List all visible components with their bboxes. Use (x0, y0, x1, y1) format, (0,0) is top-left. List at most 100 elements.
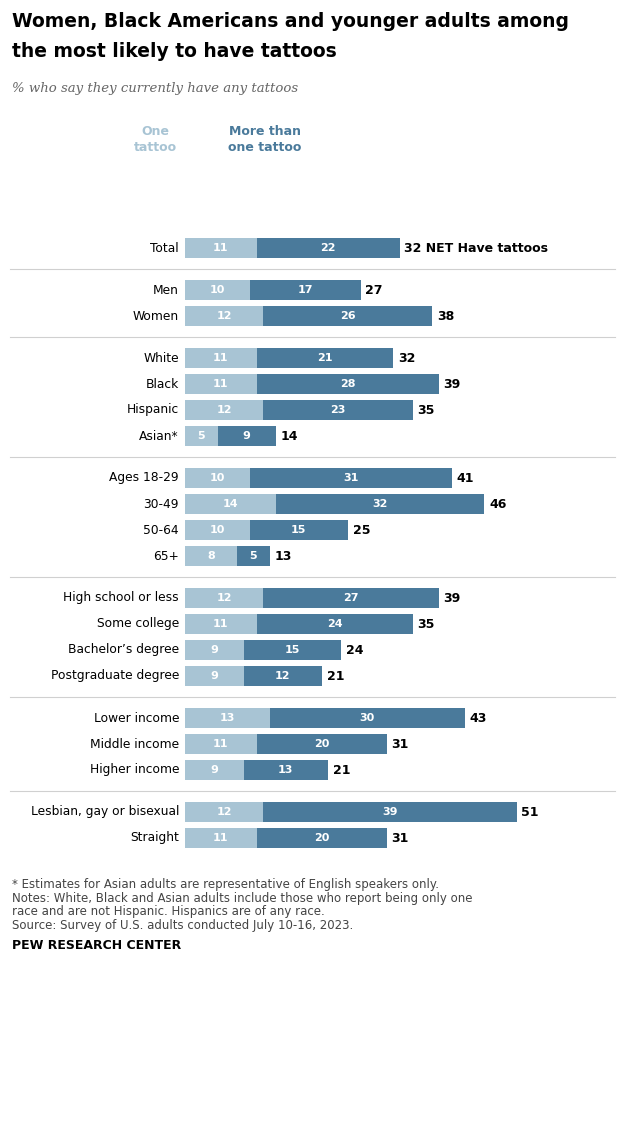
Text: 21: 21 (317, 353, 333, 362)
Bar (185, 468, 250, 487)
Text: 39: 39 (444, 377, 461, 390)
Text: 9: 9 (243, 431, 251, 440)
Text: 13: 13 (278, 765, 293, 775)
Bar (237, 546, 269, 565)
Text: High school or less: High school or less (63, 592, 179, 604)
Bar (185, 237, 257, 258)
Text: 13: 13 (220, 713, 235, 723)
Bar (269, 708, 465, 728)
Bar (243, 760, 328, 780)
Text: 11: 11 (213, 379, 228, 389)
Text: 24: 24 (326, 619, 342, 629)
Bar (185, 802, 263, 822)
Text: 27: 27 (365, 283, 383, 297)
Text: 8: 8 (207, 551, 215, 561)
Text: 23: 23 (330, 405, 346, 415)
Bar (185, 614, 257, 634)
Text: 15: 15 (291, 525, 307, 535)
Bar (257, 374, 438, 395)
Text: 21: 21 (326, 670, 344, 682)
Text: 15: 15 (285, 645, 300, 655)
Text: 12: 12 (216, 311, 232, 321)
Text: 35: 35 (417, 404, 435, 416)
Text: Lesbian, gay or bisexual: Lesbian, gay or bisexual (31, 805, 179, 819)
Text: 22: 22 (320, 243, 336, 253)
Bar (257, 828, 387, 848)
Text: 5: 5 (197, 431, 205, 440)
Text: 38: 38 (437, 310, 454, 322)
Bar (263, 400, 413, 420)
Text: 11: 11 (213, 243, 228, 253)
Text: 10: 10 (210, 525, 225, 535)
Text: 39: 39 (382, 807, 397, 817)
Bar (276, 494, 484, 514)
Text: % who say they currently have any tattoos: % who say they currently have any tattoo… (12, 81, 298, 95)
Bar (185, 348, 257, 368)
Text: 27: 27 (343, 593, 358, 603)
Text: Bachelor’s degree: Bachelor’s degree (68, 643, 179, 656)
Text: 20: 20 (314, 739, 329, 749)
Text: 12: 12 (275, 671, 291, 681)
Bar (263, 306, 432, 326)
Text: 10: 10 (210, 284, 225, 295)
Bar (185, 640, 243, 660)
Text: Some college: Some college (97, 617, 179, 631)
Text: 41: 41 (456, 471, 474, 484)
Text: 28: 28 (340, 379, 355, 389)
Text: More than
one tattoo: More than one tattoo (228, 125, 301, 154)
Text: 14: 14 (281, 429, 298, 443)
Bar (185, 828, 257, 848)
Bar (263, 802, 516, 822)
Text: Postgraduate degree: Postgraduate degree (51, 670, 179, 682)
Text: One
tattoo: One tattoo (133, 125, 177, 154)
Bar (243, 666, 321, 686)
Bar (185, 588, 263, 608)
Text: 17: 17 (298, 284, 313, 295)
Text: PEW RESEARCH CENTER: PEW RESEARCH CENTER (12, 938, 181, 952)
Text: 39: 39 (444, 592, 461, 604)
Text: Women: Women (133, 310, 179, 322)
Text: Straight: Straight (130, 832, 179, 844)
Text: 11: 11 (213, 353, 228, 362)
Text: 9: 9 (211, 645, 218, 655)
Text: 12: 12 (216, 593, 232, 603)
Text: 20: 20 (314, 833, 329, 843)
Text: 31: 31 (343, 473, 358, 483)
Text: 26: 26 (340, 311, 355, 321)
Text: 51: 51 (522, 805, 539, 819)
Text: 24: 24 (346, 643, 364, 656)
Text: 11: 11 (213, 619, 228, 629)
Bar (185, 546, 237, 565)
Text: 9: 9 (211, 765, 218, 775)
Text: Asian*: Asian* (140, 429, 179, 443)
Bar (185, 734, 257, 754)
Bar (243, 640, 341, 660)
Bar (185, 374, 257, 395)
Text: 30: 30 (360, 713, 374, 723)
Text: 11: 11 (213, 739, 228, 749)
Text: * Estimates for Asian adults are representative of English speakers only.: * Estimates for Asian adults are represe… (12, 877, 439, 891)
Text: 30-49: 30-49 (143, 498, 179, 510)
Text: Ages 18-29: Ages 18-29 (109, 471, 179, 484)
Text: 31: 31 (392, 832, 409, 844)
Bar (257, 348, 393, 368)
Bar (257, 734, 387, 754)
Text: 50-64: 50-64 (143, 523, 179, 537)
Bar (185, 400, 263, 420)
Text: Total: Total (150, 242, 179, 255)
Bar (263, 588, 438, 608)
Text: 31: 31 (392, 738, 409, 750)
Text: 12: 12 (216, 807, 232, 817)
Text: 14: 14 (223, 499, 238, 509)
Bar (250, 280, 360, 301)
Text: 35: 35 (417, 617, 435, 631)
Text: race and are not Hispanic. Hispanics are of any race.: race and are not Hispanic. Hispanics are… (12, 905, 324, 919)
Bar (185, 708, 269, 728)
Bar (185, 520, 250, 540)
Text: 13: 13 (275, 549, 292, 562)
Text: Black: Black (146, 377, 179, 390)
Text: 9: 9 (211, 671, 218, 681)
Text: Women, Black Americans and younger adults among: Women, Black Americans and younger adult… (12, 11, 569, 31)
Text: 32: 32 (372, 499, 388, 509)
Text: Middle income: Middle income (90, 738, 179, 750)
